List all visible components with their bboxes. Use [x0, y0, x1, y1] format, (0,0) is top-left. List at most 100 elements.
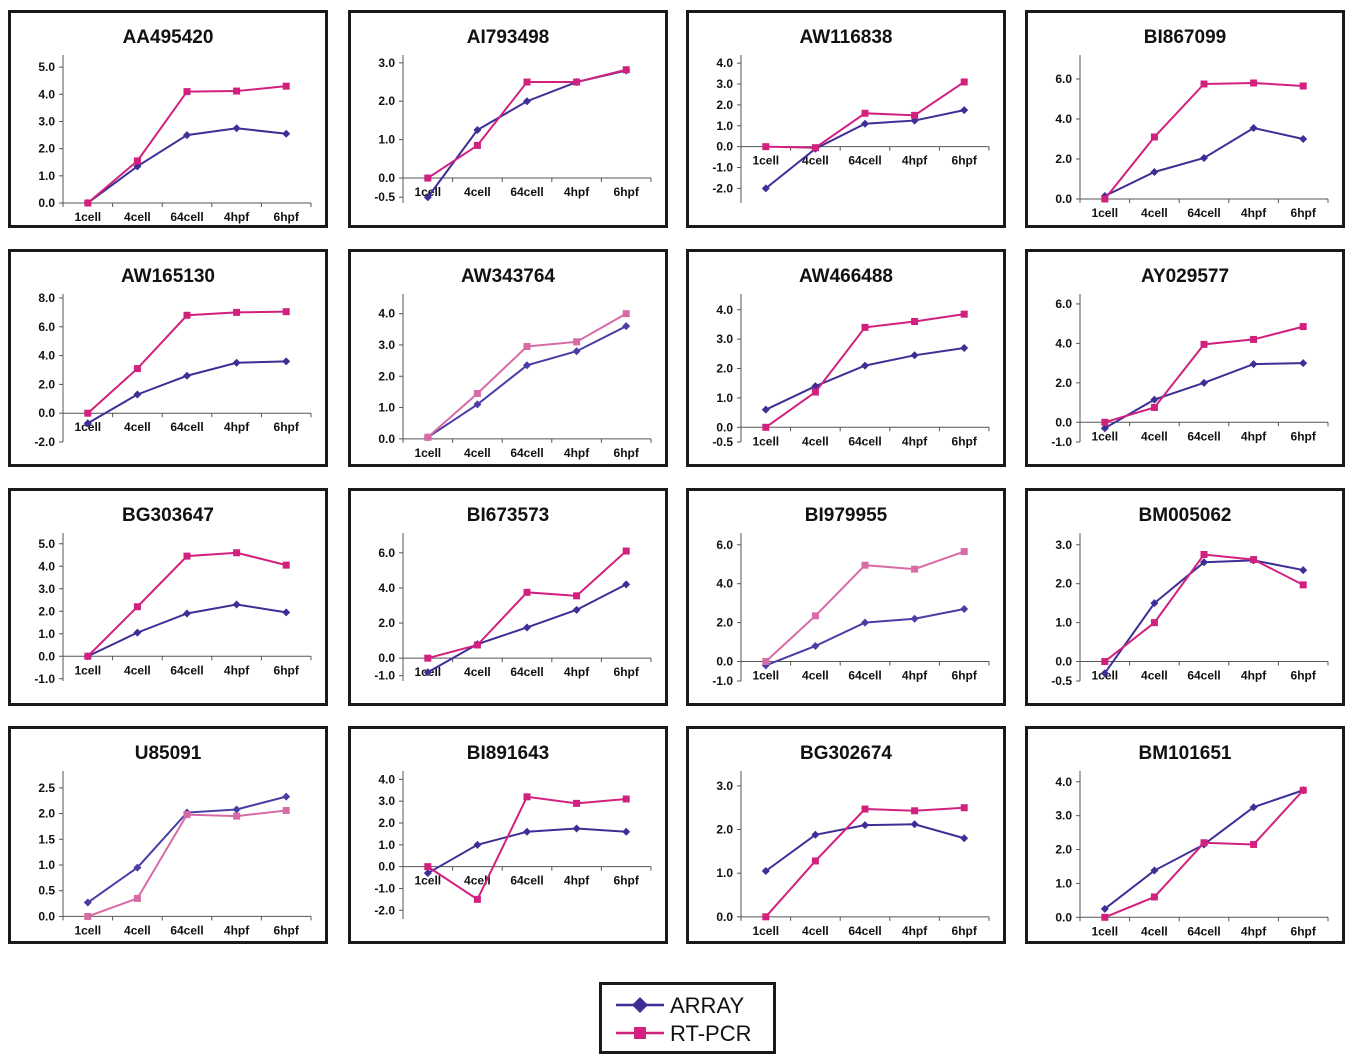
legend-array-swatch — [616, 997, 664, 1013]
y-tick-label: 6.0 — [1055, 72, 1072, 86]
rtpcr-point — [233, 549, 241, 557]
chart-panel-bg303647: BG303647 -1.0 0.0 1.0 2.0 3.0 4.0 5.0 1cell 4cell… — [8, 488, 328, 706]
array-point — [473, 400, 482, 409]
rtpcr-point — [911, 807, 919, 815]
rtpcr-point — [1299, 581, 1307, 589]
rtpcr-point — [573, 799, 581, 807]
array-point — [523, 361, 531, 370]
rtpcr-point — [84, 912, 92, 920]
x-tick-label: 4cell — [1141, 206, 1168, 220]
array-point — [861, 119, 869, 128]
y-tick-label: 0.0 — [1055, 655, 1072, 669]
series-line-array — [87, 360, 287, 425]
x-tick-label: 6hpf — [274, 663, 300, 677]
y-tick-label: -1.0 — [1051, 435, 1072, 449]
rtpcr-point — [1200, 340, 1208, 348]
x-tick-label: 1cell — [74, 663, 101, 677]
rtpcr-point — [282, 806, 290, 814]
array-point — [1249, 360, 1258, 369]
x-tick-label: 6hpf — [952, 924, 978, 938]
x-tick-label: 4hpf — [564, 446, 590, 460]
x-tick-label: 1cell — [752, 154, 779, 168]
y-tick-label: 0.0 — [38, 196, 55, 210]
rtpcr-point — [1250, 79, 1258, 87]
array-point — [133, 628, 142, 637]
y-tick-label: 1.0 — [716, 866, 733, 880]
rtpcr-point — [1101, 418, 1109, 426]
x-tick-label: 64cell — [170, 663, 203, 677]
y-tick-label: 3.0 — [1055, 809, 1072, 823]
y-tick-label: 0.0 — [38, 909, 55, 923]
x-tick-label: 64cell — [510, 446, 543, 460]
x-tick-label: 64cell — [510, 185, 543, 199]
rtpcr-point — [1150, 893, 1158, 901]
y-tick-label: 3.0 — [1055, 538, 1072, 552]
array-point — [423, 869, 432, 878]
x-tick-label: 6hpf — [952, 669, 978, 683]
x-tick-label: 4cell — [124, 923, 151, 937]
array-point — [811, 382, 820, 391]
x-tick-label: 4hpf — [224, 923, 250, 937]
rtpcr-point — [960, 548, 968, 556]
y-tick-label: 0.0 — [378, 171, 395, 185]
array-point — [183, 131, 191, 140]
y-tick-label: 0.5 — [38, 884, 55, 898]
x-tick-label: 6hpf — [1291, 669, 1317, 683]
x-tick-label: 1cell — [752, 924, 779, 938]
x-tick-label: 64cell — [1187, 924, 1220, 938]
chart-panel-bi673573: BI673573-1.00.02.04.06.01cell4cell64cell… — [348, 488, 668, 706]
y-tick-label: 0.0 — [716, 655, 733, 669]
rtpcr-point — [84, 409, 92, 417]
chart-panel-u85091: U85091 0.0 0.5 1.0 1.5 2.0 2.5 1cell 4cell 64cell… — [8, 726, 328, 944]
rtpcr-point — [1299, 323, 1307, 331]
y-tick-label: -0.5 — [712, 435, 733, 449]
array-point — [183, 371, 191, 380]
y-tick-label: -1.0 — [374, 669, 395, 683]
array-point — [622, 322, 631, 331]
y-tick-label: 2.0 — [378, 616, 395, 630]
array-point — [232, 124, 241, 133]
x-tick-label: 4cell — [802, 154, 829, 168]
y-tick-label: 4.0 — [38, 349, 55, 363]
array-point — [133, 390, 142, 399]
rtpcr-point — [861, 805, 869, 813]
x-tick-label: 6hpf — [274, 420, 300, 434]
chart-title: AI793498 — [467, 27, 549, 48]
y-tick-label: 4.0 — [378, 307, 395, 321]
y-tick-label: 1.0 — [378, 401, 395, 415]
x-tick-label: 4cell — [464, 446, 491, 460]
chart-title: BM101651 — [1139, 743, 1232, 764]
y-tick-label: 4.0 — [38, 87, 55, 101]
rtpcr-point — [473, 641, 481, 649]
array-point — [282, 129, 291, 138]
rtpcr-point — [1200, 839, 1208, 847]
y-tick-label: 0.0 — [1055, 910, 1072, 924]
array-point — [523, 827, 531, 836]
chart-panel-ay029577: AY029577 -1.0 0.0 2.0 4.0 6.0 1cell 4cell 64cell… — [1025, 249, 1345, 467]
rtpcr-point — [133, 894, 141, 902]
rtpcr-point — [573, 592, 581, 600]
y-tick-label: 2.0 — [716, 823, 733, 837]
series-line-rt-pcr — [1104, 553, 1304, 663]
y-tick-label: 2.0 — [378, 369, 395, 383]
y-tick-label: 2.0 — [38, 807, 55, 821]
x-tick-label: 4cell — [124, 210, 151, 224]
y-tick-label: -1.0 — [374, 881, 395, 895]
array-point — [1150, 395, 1159, 404]
x-tick-label: 6hpf — [1291, 429, 1317, 443]
rtpcr-point — [762, 658, 770, 666]
array-point — [861, 361, 869, 370]
rtpcr-point — [473, 141, 481, 149]
x-tick-label: 4hpf — [564, 185, 590, 199]
y-tick-label: -0.5 — [1051, 674, 1072, 688]
y-tick-label: 2.0 — [378, 816, 395, 830]
x-tick-label: 64cell — [510, 665, 543, 679]
x-tick-label: 4hpf — [1241, 206, 1267, 220]
rtpcr-point — [183, 811, 191, 819]
x-tick-label: 64cell — [170, 923, 203, 937]
y-tick-label: 4.0 — [378, 772, 395, 786]
rtpcr-point — [183, 88, 191, 96]
series-line-array — [765, 823, 965, 872]
x-tick-label: 4cell — [464, 185, 491, 199]
array-point — [232, 600, 241, 609]
